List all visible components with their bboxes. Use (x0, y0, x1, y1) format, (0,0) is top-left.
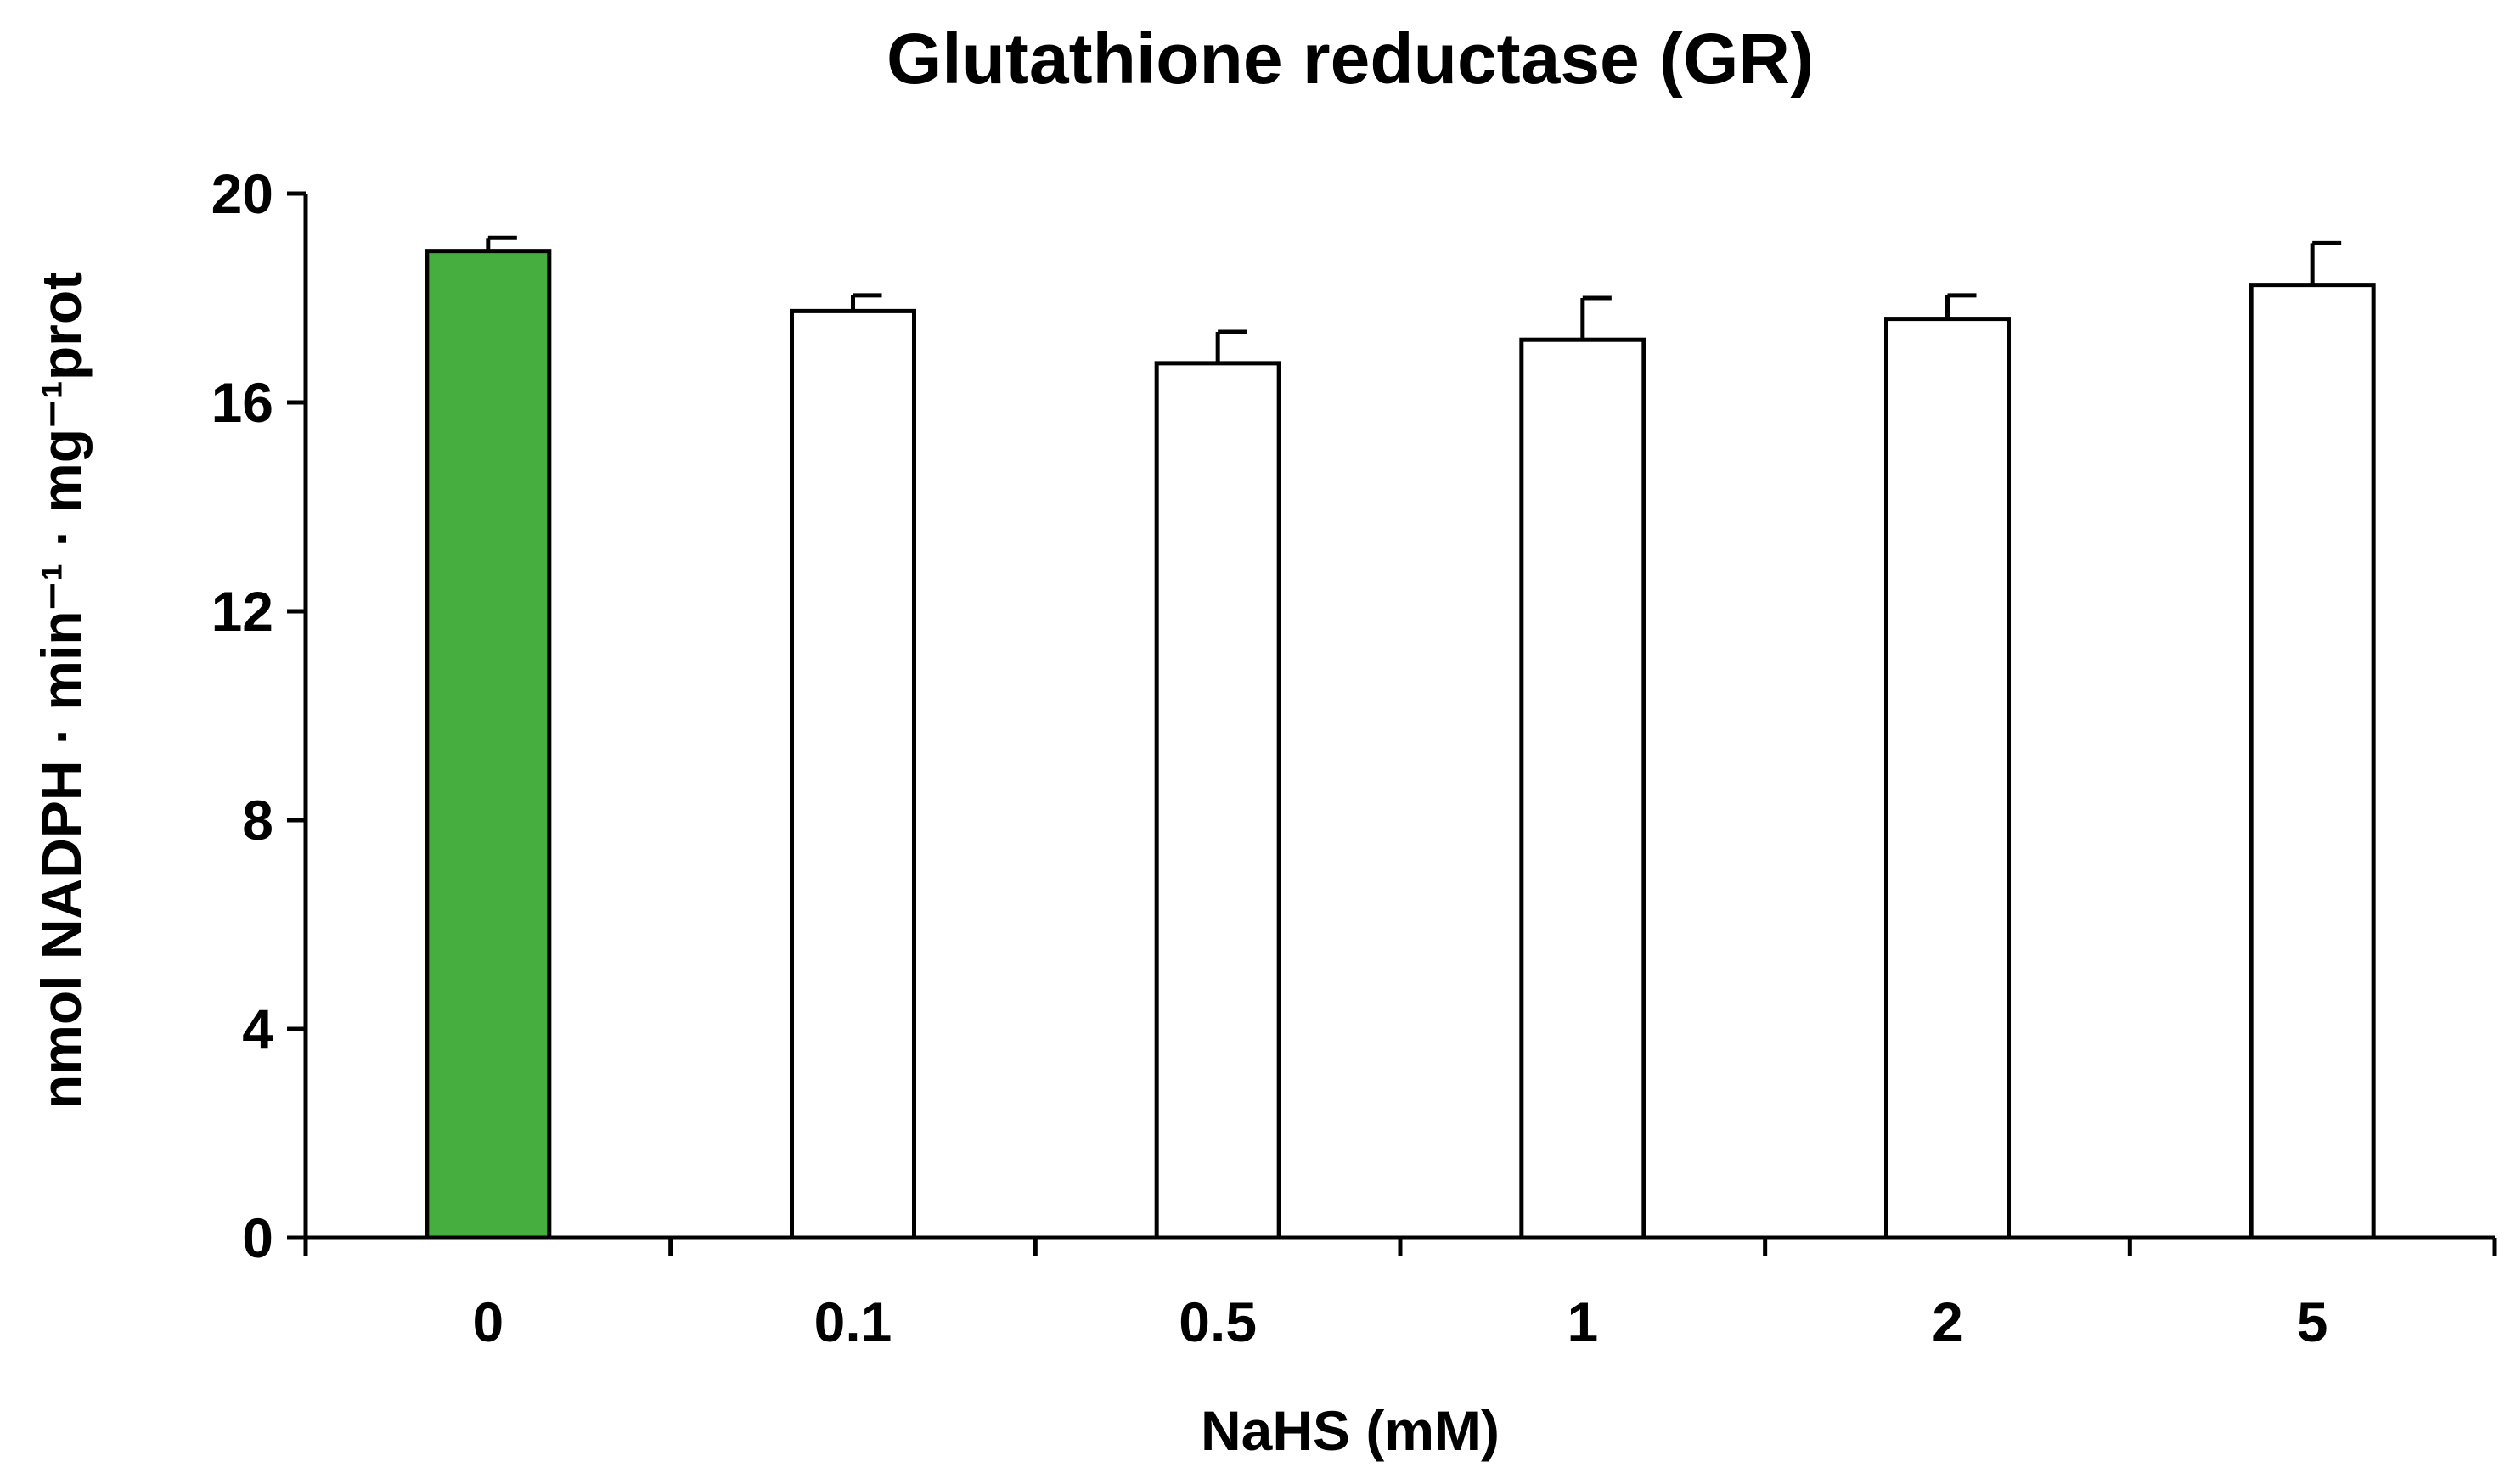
y-tick-label: 0 (242, 1206, 273, 1269)
x-tick-label: 0.5 (1179, 1290, 1257, 1353)
y-tick-label: 8 (242, 789, 273, 852)
y-tick-label: 4 (242, 998, 273, 1060)
x-tick-label: 1 (1567, 1290, 1598, 1353)
x-tick-label: 0 (472, 1290, 504, 1353)
bar (1519, 337, 1646, 1240)
y-axis-label: nmol NADPH · min⁻¹ · mg⁻¹prot (30, 272, 93, 1109)
x-tick-label: 0.1 (814, 1290, 892, 1353)
bar (790, 308, 916, 1240)
y-tick-label: 16 (211, 371, 273, 434)
chart-title: Glutathione reductase (GR) (887, 19, 1814, 98)
bar (425, 249, 552, 1240)
x-tick-label: 2 (1932, 1290, 1963, 1353)
y-tick-label: 12 (211, 580, 273, 643)
bar (1154, 361, 1281, 1240)
x-tick-label: 5 (2297, 1290, 2328, 1353)
x-axis-label: NaHS (mM) (1201, 1399, 1500, 1462)
y-tick-label: 20 (211, 162, 273, 225)
bar (2249, 283, 2376, 1240)
bar (1884, 317, 2011, 1240)
